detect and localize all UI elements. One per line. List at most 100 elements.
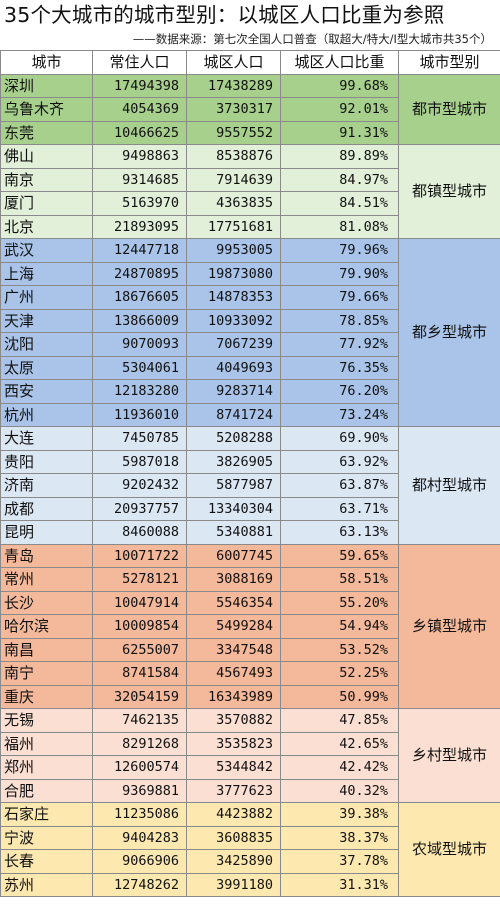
city-cell: 宁波	[0, 825, 93, 850]
urban-ratio-cell: 40.32%	[280, 778, 399, 803]
resident-population-cell: 9070093	[92, 332, 187, 357]
urban-population-cell: 6007745	[186, 543, 281, 568]
table-row: 西安 12183280 9283714 76.20%	[0, 379, 500, 404]
city-type-cell: 农域型城市	[398, 802, 500, 897]
city-cell: 长沙	[0, 590, 93, 615]
urban-population-cell: 17751681	[186, 214, 281, 239]
resident-population-cell: 9498863	[92, 144, 187, 169]
urban-population-cell: 3535823	[186, 731, 281, 756]
resident-population-cell: 32054159	[92, 684, 187, 709]
city-cell: 哈尔滨	[0, 614, 93, 639]
city-cell: 天津	[0, 308, 93, 333]
resident-population-cell: 9202432	[92, 473, 187, 498]
table-row: 南京 9314685 7914639 84.97%	[0, 167, 500, 192]
city-cell: 石家庄	[0, 802, 93, 827]
resident-population-cell: 11936010	[92, 402, 187, 427]
table-row: 深圳 17494398 17438289 99.68% 都市型城市	[0, 73, 500, 145]
city-cell: 合肥	[0, 778, 93, 803]
resident-population-cell: 9404283	[92, 825, 187, 850]
table-row: 济南 9202432 5877987 63.87%	[0, 473, 500, 498]
table-row: 乌鲁木齐 4054369 3730317 92.01%	[0, 97, 500, 122]
urban-ratio-cell: 78.85%	[280, 308, 399, 333]
table-row: 厦门 5163970 4363835 84.51%	[0, 191, 500, 216]
table-row: 青岛 10071722 6007745 59.65% 乡镇型城市	[0, 543, 500, 709]
urban-population-cell: 9557552	[186, 120, 281, 145]
resident-population-cell: 8460088	[92, 520, 187, 545]
city-cell: 重庆	[0, 684, 93, 709]
city-cell: 南京	[0, 167, 93, 192]
city-cell: 无锡	[0, 708, 93, 733]
table-row: 佛山 9498863 8538876 89.89% 都镇型城市	[0, 144, 500, 239]
resident-population-cell: 10071722	[92, 543, 187, 568]
city-type-cell: 都村型城市	[398, 426, 500, 545]
resident-population-cell: 10047914	[92, 590, 187, 615]
urban-ratio-cell: 79.90%	[280, 261, 399, 286]
resident-population-cell: 10009854	[92, 614, 187, 639]
table-row: 昆明 8460088 5340881 63.13%	[0, 520, 500, 545]
city-cell: 南宁	[0, 661, 93, 686]
city-type-cell: 乡村型城市	[398, 708, 500, 803]
resident-population-cell: 6255007	[92, 637, 187, 662]
urban-ratio-cell: 92.01%	[280, 97, 399, 122]
city-cell: 北京	[0, 214, 93, 239]
urban-population-cell: 5208288	[186, 426, 281, 451]
urban-population-cell: 8538876	[186, 144, 281, 169]
urban-ratio-cell: 42.42%	[280, 755, 399, 780]
urban-population-cell: 5340881	[186, 520, 281, 545]
urban-population-cell: 3347548	[186, 637, 281, 662]
resident-population-cell: 11235086	[92, 802, 187, 827]
urban-population-cell: 16343989	[186, 684, 281, 709]
header-city-type: 城市型别	[398, 50, 500, 75]
city-cell: 乌鲁木齐	[0, 97, 93, 122]
city-cell: 佛山	[0, 144, 93, 169]
header-resident-population: 常住人口	[92, 50, 187, 75]
resident-population-cell: 9066906	[92, 849, 187, 874]
resident-population-cell: 8291268	[92, 731, 187, 756]
city-type-table: 城市 常住人口 城区人口 城区人口比重 城市型别 深圳 17494398 17438…	[0, 50, 500, 897]
urban-ratio-cell: 37.78%	[280, 849, 399, 874]
city-cell: 厦门	[0, 191, 93, 216]
urban-population-cell: 3777623	[186, 778, 281, 803]
urban-ratio-cell: 76.35%	[280, 355, 399, 380]
header-urban-population: 城区人口	[186, 50, 281, 75]
resident-population-cell: 12600574	[92, 755, 187, 780]
urban-population-cell: 3608835	[186, 825, 281, 850]
city-cell: 昆明	[0, 520, 93, 545]
city-cell: 南昌	[0, 637, 93, 662]
city-cell: 青岛	[0, 543, 93, 568]
table-row: 沈阳 9070093 7067239 77.92%	[0, 332, 500, 357]
urban-ratio-cell: 91.31%	[280, 120, 399, 145]
resident-population-cell: 5278121	[92, 567, 187, 592]
city-cell: 太原	[0, 355, 93, 380]
city-type-cell: 都市型城市	[398, 73, 500, 145]
table-row: 太原 5304061 4049693 76.35%	[0, 355, 500, 380]
urban-population-cell: 4567493	[186, 661, 281, 686]
header-city: 城市	[0, 50, 93, 75]
city-type-cell: 都镇型城市	[398, 144, 500, 239]
resident-population-cell: 9314685	[92, 167, 187, 192]
resident-population-cell: 12183280	[92, 379, 187, 404]
urban-ratio-cell: 31.31%	[280, 872, 399, 897]
urban-ratio-cell: 58.51%	[280, 567, 399, 592]
urban-population-cell: 4363835	[186, 191, 281, 216]
table-row: 南昌 6255007 3347548 53.52%	[0, 637, 500, 662]
urban-ratio-cell: 47.85%	[280, 708, 399, 733]
resident-population-cell: 5987018	[92, 449, 187, 474]
urban-ratio-cell: 63.87%	[280, 473, 399, 498]
urban-ratio-cell: 38.37%	[280, 825, 399, 850]
table-row: 成都 20937757 13340304 63.71%	[0, 496, 500, 521]
resident-population-cell: 12748262	[92, 872, 187, 897]
urban-ratio-cell: 39.38%	[280, 802, 399, 827]
resident-population-cell: 20937757	[92, 496, 187, 521]
urban-population-cell: 14878353	[186, 285, 281, 310]
urban-population-cell: 3826905	[186, 449, 281, 474]
table-header-row: 城市 常住人口 城区人口 城区人口比重 城市型别	[0, 50, 500, 75]
urban-population-cell: 3088169	[186, 567, 281, 592]
resident-population-cell: 7450785	[92, 426, 187, 451]
urban-population-cell: 4049693	[186, 355, 281, 380]
urban-population-cell: 19873080	[186, 261, 281, 286]
resident-population-cell: 13866009	[92, 308, 187, 333]
table-row: 宁波 9404283 3608835 38.37%	[0, 825, 500, 850]
urban-population-cell: 9283714	[186, 379, 281, 404]
city-cell: 贵阳	[0, 449, 93, 474]
